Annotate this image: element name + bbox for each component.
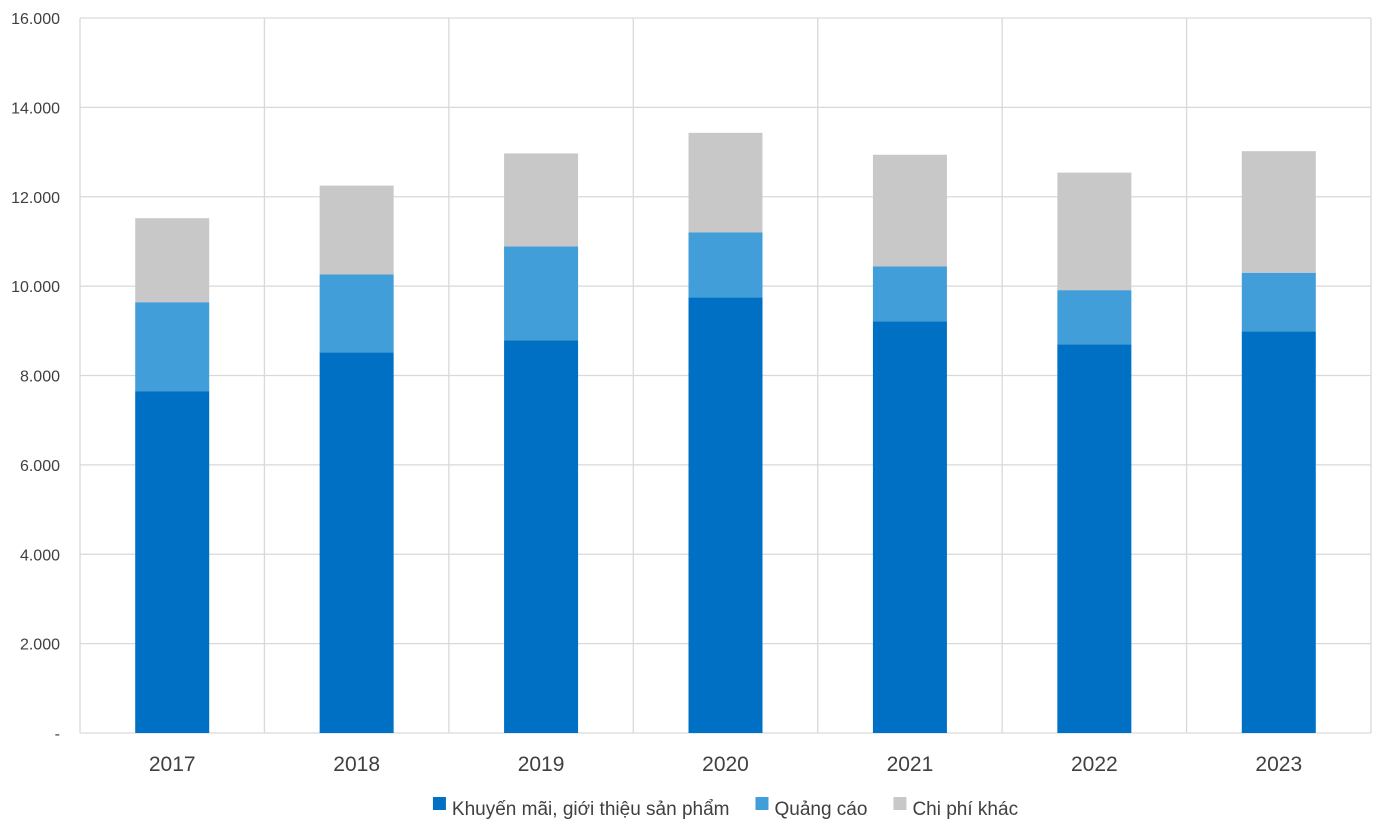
- legend-item-1: Khuyến mãi, giới thiệu sản phẩm: [432, 797, 730, 820]
- bars-layer: [135, 132, 1316, 733]
- bar-2021-series-2: [872, 266, 947, 322]
- bar-2019-series-1: [504, 340, 579, 733]
- bar-2018-series-3: [319, 185, 394, 275]
- y-tick-label: 4.000: [20, 547, 60, 564]
- y-axis: - 2.000 4.000 6.000 8.000 10.000 12.000 14.000 1…: [11, 11, 60, 743]
- bar-2017-series-1: [135, 391, 210, 733]
- y-tick-label: 8.000: [20, 369, 60, 386]
- y-tick-label: 10.000: [11, 279, 60, 296]
- x-tick-label: 2019: [518, 753, 565, 776]
- legend: Khuyến mãi, giới thiệu sản phẩm Quảng cáo…: [432, 797, 1018, 820]
- y-tick-label: 12.000: [11, 190, 60, 207]
- bar-2018-series-2: [319, 274, 394, 353]
- y-tick-label: 6.000: [20, 458, 60, 475]
- bar-2022-series-2: [1057, 290, 1132, 345]
- y-tick-label: -: [55, 726, 60, 743]
- legend-item-2: Quảng cáo: [755, 797, 867, 820]
- bar-2022-series-3: [1057, 172, 1132, 291]
- bar-2021-series-1: [872, 321, 947, 733]
- bar-2017-series-3: [135, 218, 210, 303]
- x-axis: 2017 2018 2019 2020 2021 2022 2023: [149, 753, 1302, 776]
- bar-2017-series-2: [135, 302, 210, 392]
- legend-swatch: [432, 797, 446, 810]
- legend-swatch: [893, 797, 907, 810]
- y-tick-label: 16.000: [11, 11, 60, 28]
- bar-2019-series-2: [504, 246, 579, 341]
- bar-2020-series-3: [688, 132, 763, 233]
- bar-2022-series-1: [1057, 344, 1132, 733]
- bar-2018-series-1: [319, 352, 394, 733]
- bar-2020-series-2: [688, 232, 763, 298]
- x-tick-label: 2017: [149, 753, 196, 776]
- legend-swatch: [755, 797, 769, 810]
- legend-item-3: Chi phí khác: [893, 797, 1018, 820]
- legend-label: Quảng cáo: [774, 799, 867, 820]
- legend-label: Chi phí khác: [912, 799, 1018, 820]
- bar-2023-series-1: [1241, 331, 1316, 733]
- bar-2021-series-3: [872, 154, 947, 267]
- x-tick-label: 2018: [333, 753, 380, 776]
- bar-2023-series-2: [1241, 272, 1316, 332]
- x-tick-label: 2023: [1255, 753, 1302, 776]
- x-tick-label: 2021: [887, 753, 934, 776]
- legend-label: Khuyến mãi, giới thiệu sản phẩm: [452, 799, 730, 820]
- x-tick-label: 2020: [702, 753, 749, 776]
- y-tick-label: 2.000: [20, 637, 60, 654]
- bar-2019-series-3: [504, 153, 579, 247]
- x-tick-label: 2022: [1071, 753, 1118, 776]
- bar-2020-series-1: [688, 297, 763, 733]
- bar-2023-series-3: [1241, 151, 1316, 273]
- y-tick-label: 14.000: [11, 100, 60, 117]
